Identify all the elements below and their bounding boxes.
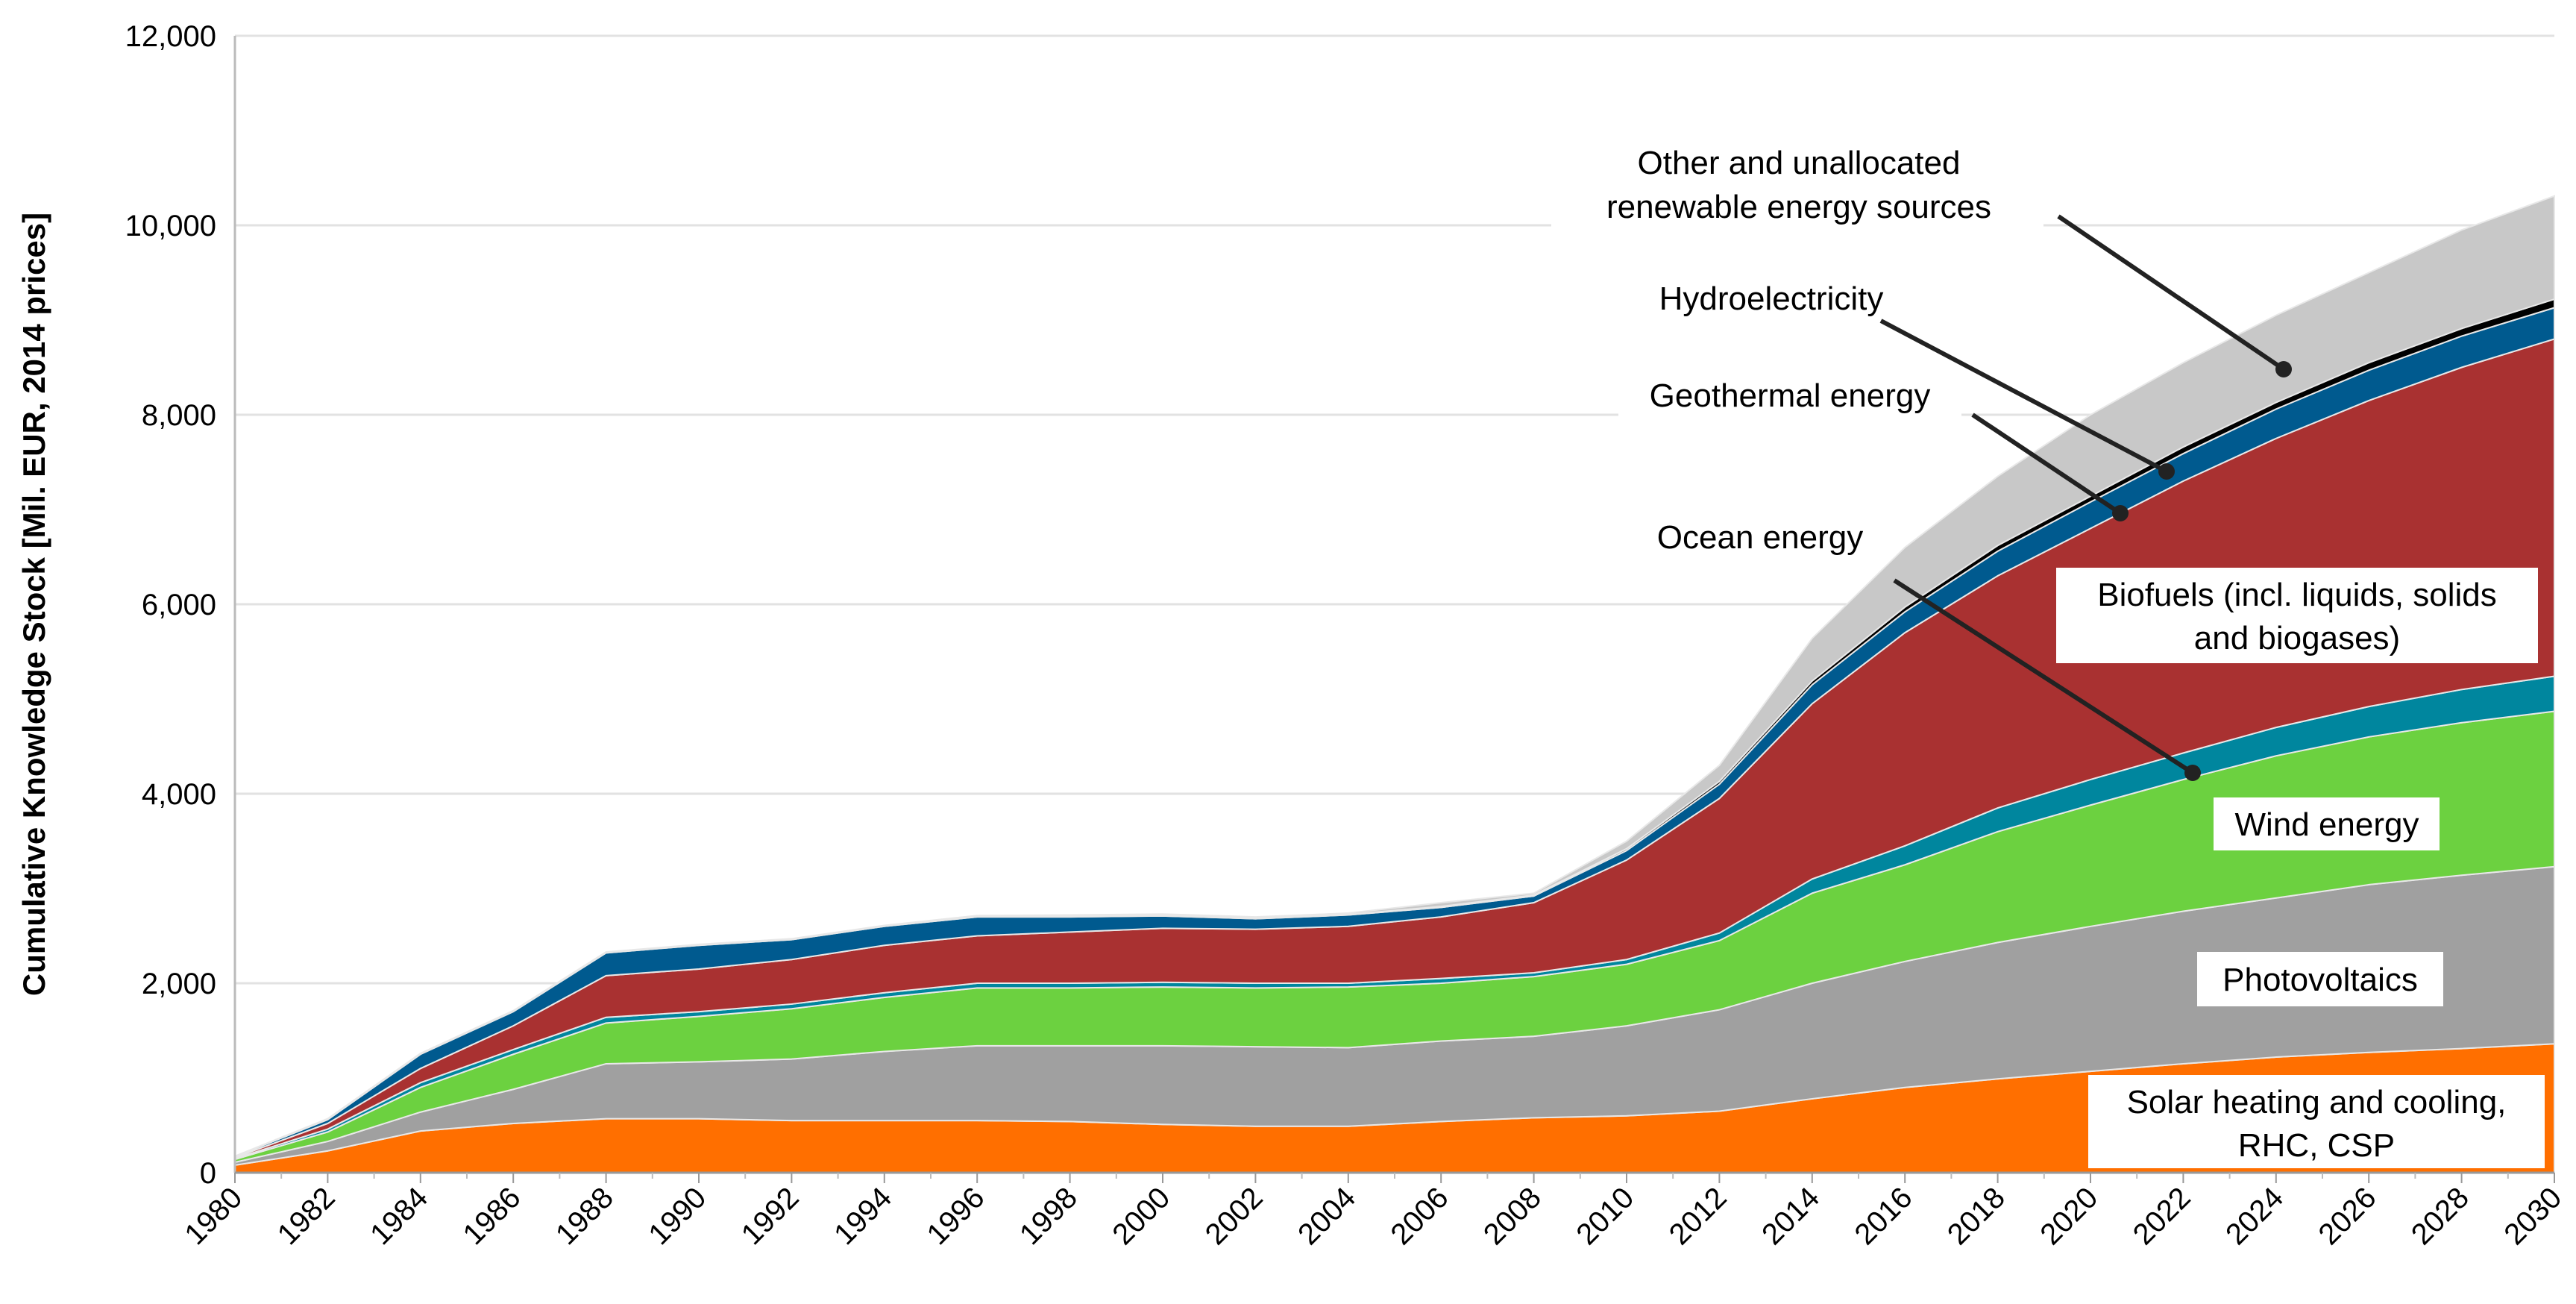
y-tick-label: 4,000 <box>142 778 216 811</box>
annotation-other-line2: renewable energy sources <box>1606 189 1991 225</box>
label-box-wind <box>2214 797 2440 850</box>
x-tick-label: 2024 <box>2220 1181 2290 1251</box>
y-tick-label: 2,000 <box>142 968 216 1000</box>
areas <box>234 195 2555 1173</box>
x-tick-label: 2006 <box>1385 1181 1455 1251</box>
y-tick-label: 6,000 <box>142 589 216 621</box>
y-tick-label: 0 <box>200 1157 216 1190</box>
x-tick-label: 1988 <box>550 1181 620 1251</box>
x-tick-label: 1998 <box>1014 1181 1084 1251</box>
leader-line-ocean <box>1893 578 2194 775</box>
x-tick-label: 2016 <box>1849 1181 1919 1251</box>
leader-dot-other <box>2275 361 2292 377</box>
x-tick-label: 1982 <box>271 1181 342 1251</box>
y-tick-label: 8,000 <box>142 399 216 432</box>
x-tick-label: 1992 <box>735 1181 805 1251</box>
annotation-geothermal: Geothermal energy <box>1650 377 1931 414</box>
x-tick-label: 2012 <box>1663 1181 1733 1251</box>
x-tick-label: 1986 <box>457 1181 527 1251</box>
leader-dot-hydro <box>2158 463 2175 480</box>
x-tick-label: 1980 <box>178 1181 248 1251</box>
x-tick-label: 2022 <box>2127 1181 2197 1251</box>
y-axis-title: Cumulative Knowledge Stock [Mil. EUR, 20… <box>16 213 51 996</box>
x-tick-label: 1990 <box>642 1181 712 1251</box>
x-tick-label: 1984 <box>364 1181 434 1251</box>
annotations: Other and unallocated renewable energy s… <box>1551 134 2545 1168</box>
x-tick-label: 2002 <box>1199 1181 1269 1251</box>
y-tick-labels: 0 2,000 4,000 6,000 8,000 10,000 12,000 <box>125 20 216 1190</box>
leader-line-geothermal <box>1971 413 2122 515</box>
area-other-and-unallocated-renewabl <box>234 195 2555 1158</box>
annotation-wind: Wind energy <box>2234 806 2419 843</box>
x-tick-label: 2020 <box>2034 1181 2104 1251</box>
x-tick-label: 2026 <box>2313 1181 2383 1251</box>
annotation-biofuels-line1: Biofuels (incl. liquids, solids <box>2097 577 2497 613</box>
x-tick-labels: 1980 1982 1984 1986 1988 1990 1992 1994 1996 1998… <box>178 1181 2568 1251</box>
x-tick-label: 2030 <box>2498 1181 2568 1251</box>
x-tick-label: 2000 <box>1106 1181 1176 1251</box>
x-tick-label: 1994 <box>828 1181 898 1251</box>
annotation-other-line1: Other and unallocated <box>1638 145 1961 181</box>
y-tick-label: 10,000 <box>125 210 216 242</box>
leader-dot-geothermal <box>2112 505 2129 521</box>
x-tick-label: 2028 <box>2405 1181 2475 1251</box>
label-box-biofuels <box>2056 568 2538 663</box>
x-tick-label: 2014 <box>1756 1181 1826 1251</box>
annotation-ocean: Ocean energy <box>1657 519 1863 556</box>
x-tick-label: 2004 <box>1292 1181 1362 1251</box>
leader-line-hydro <box>1879 319 2168 474</box>
annotation-pv: Photovoltaics <box>2222 962 2418 998</box>
annotation-biofuels-line2: and biogases) <box>2194 620 2400 656</box>
annotation-solar-line1: Solar heating and cooling, <box>2127 1084 2507 1120</box>
x-tick-label: 2010 <box>1570 1181 1640 1251</box>
x-tick-label: 1996 <box>921 1181 991 1251</box>
annotation-solar-line2: RHC, CSP <box>2238 1127 2395 1164</box>
label-box-pv <box>2197 952 2443 1006</box>
leader-line-other <box>2057 214 2285 372</box>
label-box-solar <box>2088 1075 2545 1168</box>
annotation-hydro: Hydroelectricity <box>1659 280 1884 317</box>
x-tick-label: 2008 <box>1477 1181 1548 1251</box>
y-tick-label: 12,000 <box>125 20 216 53</box>
leader-dot-ocean <box>2184 765 2201 781</box>
axes <box>233 36 2555 1183</box>
x-tick-label: 2018 <box>1941 1181 2011 1251</box>
